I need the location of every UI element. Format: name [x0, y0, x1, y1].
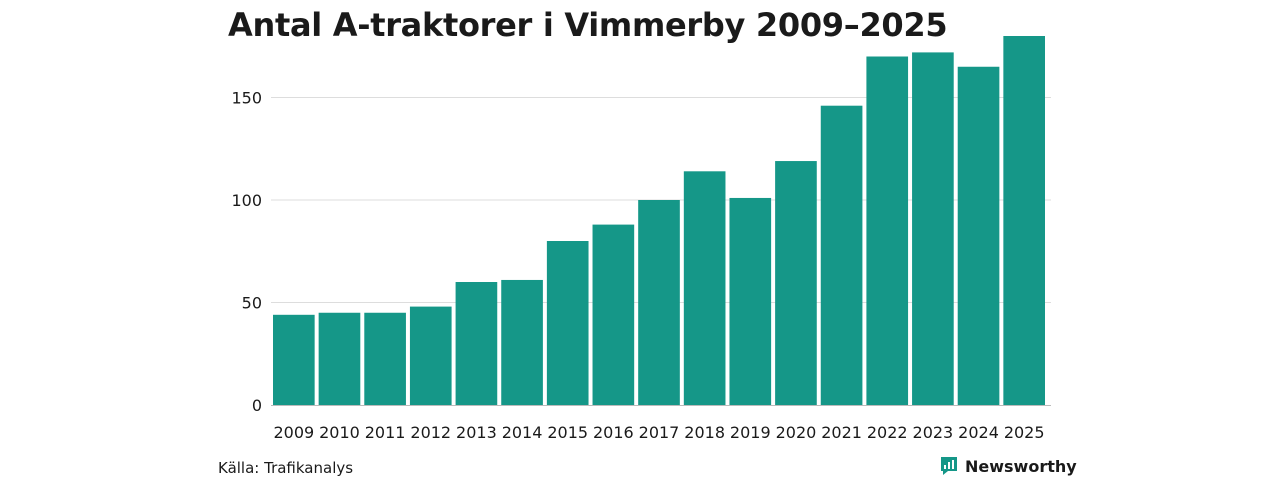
x-tick-label-2023: 2023: [913, 423, 954, 442]
x-tick-label-2018: 2018: [684, 423, 725, 442]
x-tick-label-2014: 2014: [502, 423, 543, 442]
x-tick-label-2025: 2025: [1004, 423, 1045, 442]
x-tick-label-2015: 2015: [547, 423, 588, 442]
y-tick-label-100: 100: [231, 191, 262, 210]
x-tick-label-2022: 2022: [867, 423, 908, 442]
bar-2015: [546, 241, 589, 405]
x-tick-label-2024: 2024: [958, 423, 999, 442]
brand-logo[interactable]: Newsworthy: [939, 455, 1077, 477]
bar-layer: [273, 36, 1045, 406]
y-tick-label-50: 50: [242, 294, 262, 313]
x-tick-label-2013: 2013: [456, 423, 497, 442]
bar-2024: [957, 66, 1000, 405]
bar-2021: [820, 105, 863, 405]
x-tick-label-2017: 2017: [639, 423, 680, 442]
x-tick-label-2010: 2010: [319, 423, 360, 442]
bar-2017: [638, 200, 680, 405]
bar-2025: [1003, 36, 1045, 405]
x-tick-label-2016: 2016: [593, 423, 634, 442]
bar-2012: [409, 306, 452, 405]
bar-2014: [501, 279, 543, 405]
bar-2016: [592, 224, 635, 405]
chart-title: Antal A-traktorer i Vimmerby 2009–2025: [228, 6, 948, 44]
newsworthy-logo-icon: [941, 457, 957, 475]
x-tick-label-2021: 2021: [821, 423, 862, 442]
brand-name: Newsworthy: [965, 456, 1077, 476]
bar-2009: [273, 314, 315, 405]
axis-layer: 0 50 100 150 2009 2010 2011 2012 2013 2014 2015 201…: [231, 89, 1051, 442]
x-tick-label-2009: 2009: [273, 423, 314, 442]
y-tick-label-150: 150: [231, 89, 262, 108]
bar-2023: [912, 52, 954, 406]
y-tick-label-0: 0: [252, 396, 262, 415]
bar-2022: [866, 56, 909, 405]
source-label: Källa: Trafikanalys: [218, 459, 354, 477]
bar-2019: [729, 197, 772, 405]
bar-2013: [455, 282, 498, 405]
bar-2011: [364, 312, 406, 405]
bar-2018: [683, 171, 726, 405]
bar-2010: [318, 312, 361, 405]
x-tick-label-2011: 2011: [365, 423, 406, 442]
x-tick-label-2020: 2020: [776, 423, 817, 442]
bar-2020: [775, 161, 817, 405]
x-tick-label-2019: 2019: [730, 423, 771, 442]
x-tick-label-2012: 2012: [410, 423, 451, 442]
